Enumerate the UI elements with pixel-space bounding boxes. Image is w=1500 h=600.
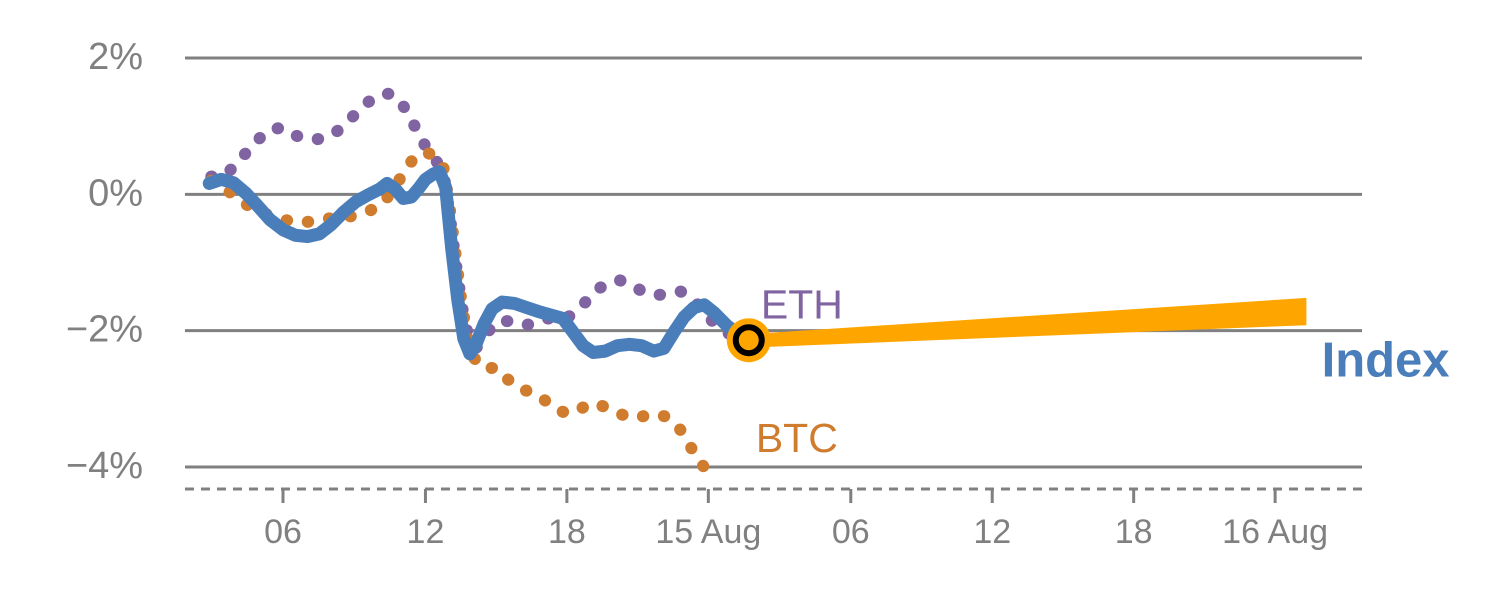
x-axis-label-7: 16 Aug (1222, 513, 1328, 551)
x-axis-label-5: 12 (973, 513, 1011, 551)
x-axis-label-4: 06 (832, 513, 870, 551)
x-axis-label-0: 06 (264, 513, 302, 551)
marker-ring[interactable] (732, 324, 765, 357)
series-lines (202, 87, 756, 476)
series-label-btc: BTC (756, 415, 838, 461)
x-axis-label-6: 18 (1115, 513, 1153, 551)
x-axis-label-3: 15 Aug (655, 513, 761, 551)
series-labels: Index ETH BTC (756, 281, 1450, 461)
x-axis-ticks (281, 489, 1277, 503)
series-label-eth: ETH (761, 281, 843, 327)
x-axis-label-1: 12 (407, 513, 445, 551)
y-axis-label-2: −2% (66, 309, 143, 351)
series-line-index (202, 165, 756, 361)
x-axis-labels: 06 12 18 15 Aug 06 12 18 16 Aug (264, 513, 1328, 551)
series-label-index: Index (1322, 333, 1450, 387)
index-forecast-cone (748, 297, 1307, 348)
y-axis-labels: 2% 0% −2% −4% (66, 36, 143, 487)
forecast-cone (748, 297, 1307, 348)
y-axis-label-3: −4% (66, 445, 143, 487)
current-value-marker[interactable] (726, 318, 771, 363)
y-axis-label-1: 0% (88, 172, 143, 214)
x-axis-label-2: 18 (548, 513, 586, 551)
y-axis-label-0: 2% (88, 36, 143, 78)
gridlines (185, 56, 1362, 469)
